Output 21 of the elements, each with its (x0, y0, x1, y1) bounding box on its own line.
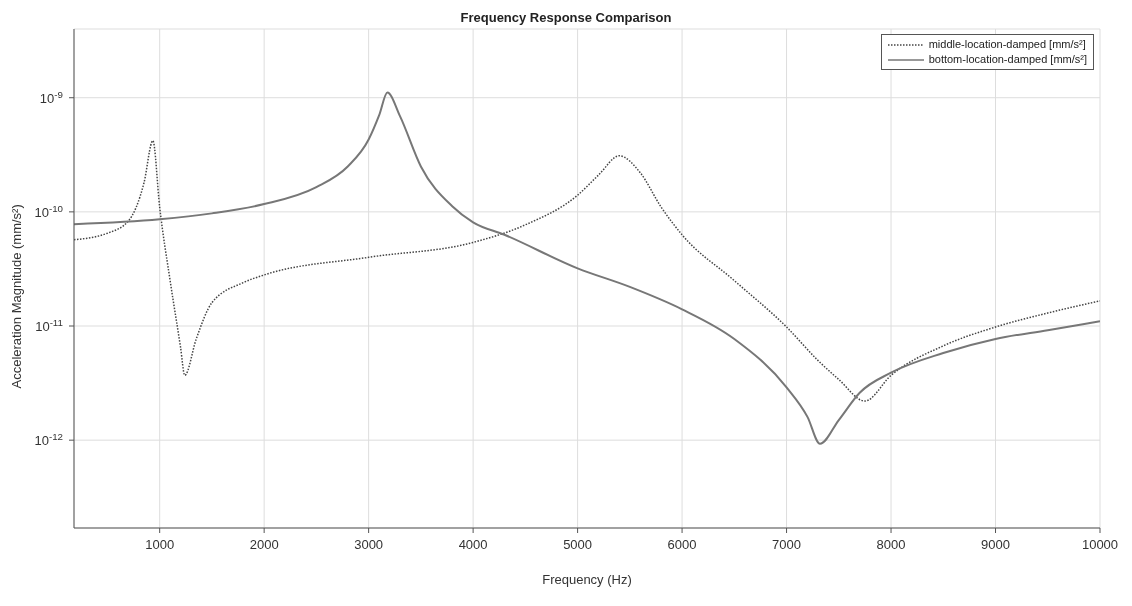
y-tick-label: 10$^{-12}$ (34, 430, 63, 449)
x-tick-label: 8000 (876, 537, 906, 552)
line-series (74, 91, 1100, 445)
x-tick-label: 6000 (667, 537, 697, 552)
x-tick-label: 1000 (145, 537, 175, 552)
x-axis-title: Frequency (Hz) (542, 572, 632, 587)
x-tick-label: 3000 (354, 537, 384, 552)
y-tick-label: 10$^{-11}$ (35, 316, 63, 335)
x-tick-label: 5000 (563, 537, 593, 552)
x-tick-label: 2000 (249, 537, 279, 552)
x-tick-label: 7000 (772, 537, 802, 552)
y-tick-label: 10$^{-9}$ (39, 88, 63, 106)
line-series (74, 139, 1100, 402)
chart-title: Frequency Response Comparison (459, 10, 673, 25)
legend-label: bottom-location-damped [mm/s²] (928, 52, 1087, 67)
x-tick-label: 4000 (458, 537, 488, 552)
legend-label: middle-location-damped [mm/s²] (928, 37, 1086, 52)
y-tick-label: 10$^{-10}$ (34, 202, 64, 220)
x-tick-label: 10000 (1081, 537, 1119, 552)
x-tick-label: 9000 (981, 537, 1010, 552)
y-axis-title: Acceleration Magnitude (mm/s²) (8, 204, 24, 389)
